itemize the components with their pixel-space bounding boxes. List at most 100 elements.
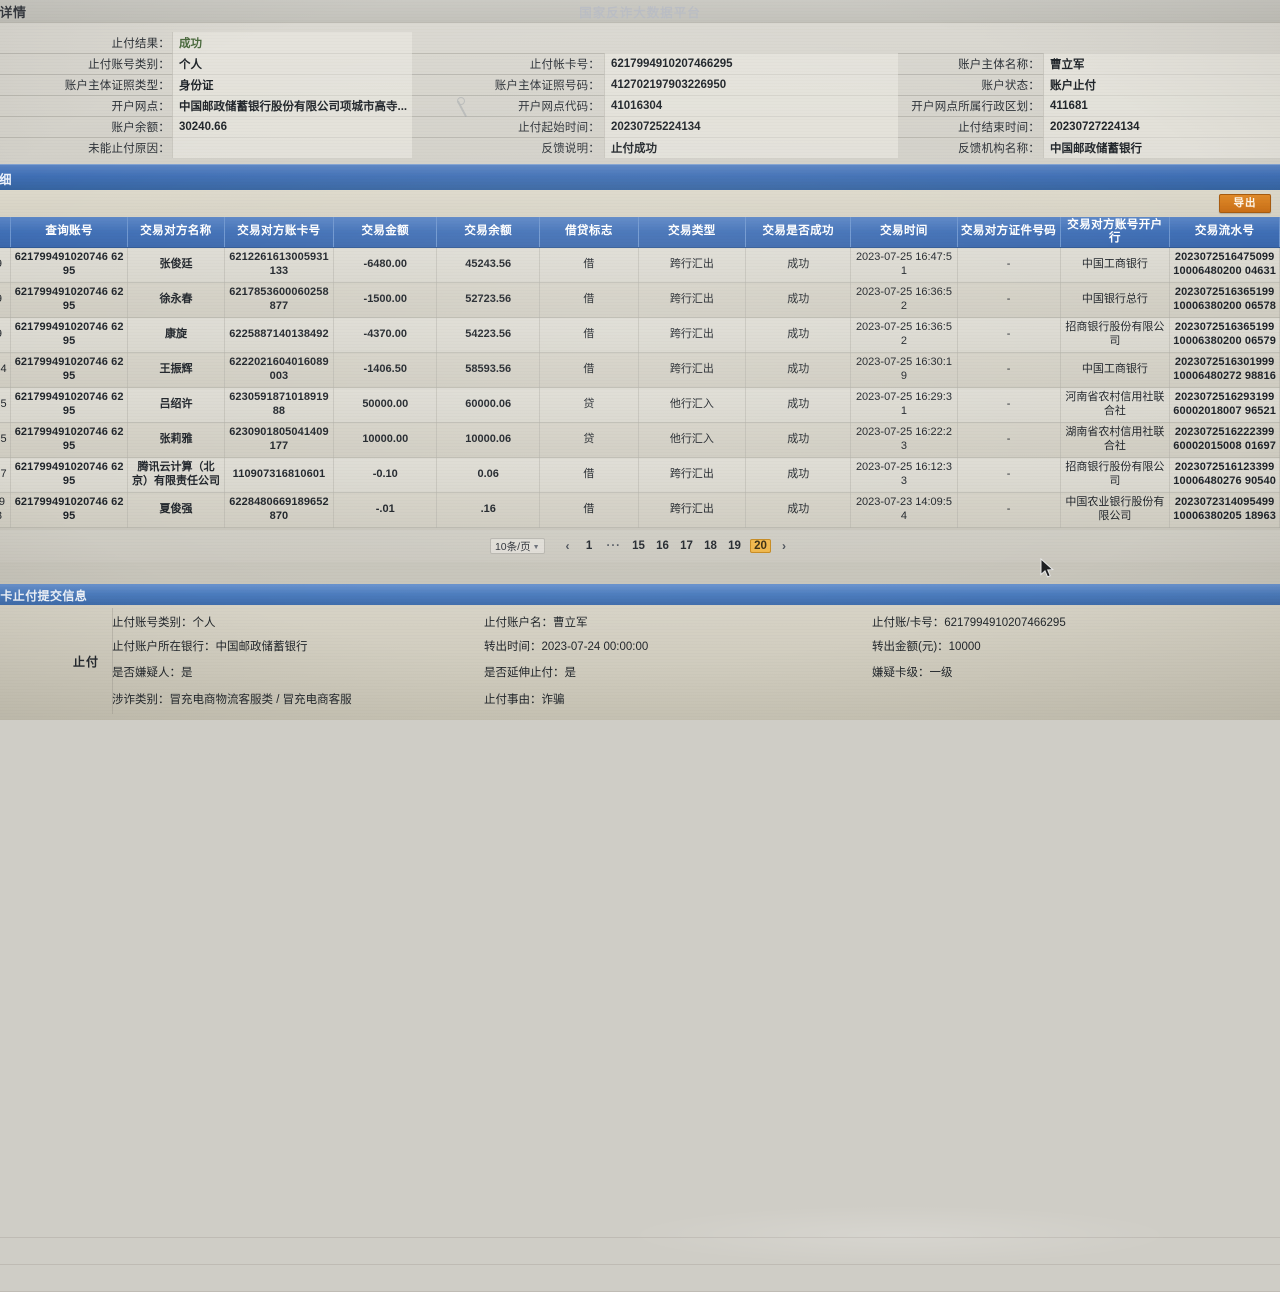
field-label-cert-type: 账户主体证照类型： [64,79,170,92]
col-header-counterparty[interactable]: 交易对方名称 [127,217,225,248]
cell-txn-type: 跨行汇出 [638,352,747,388]
cell-index: 9 5 [0,387,11,423]
cell-dc-flag: 借 [539,282,639,318]
cell-dc-flag: 贷 [539,387,639,423]
cell-serial: 202307251629319960002018007 96521 [1169,387,1280,423]
col-header-success[interactable]: 交易是否成功 [745,217,852,248]
page-1[interactable]: 1 [585,540,593,552]
page-16[interactable]: 16 [656,540,669,552]
field-label-fail-reason: 未能止付原因： [88,142,170,155]
cell-txn-time: 2023-07-25 16:30:19 [850,352,958,388]
table-toolbar: 导出 [0,190,1280,218]
cell-counter-bank: 中国工商银行 [1060,247,1171,283]
col-header-txn-type[interactable]: 交易类型 [638,217,747,248]
page-size-select[interactable]: 10条/页 ▼ [489,538,545,554]
cell-counterparty: 腾讯云计算（北京）有限责任公司 [127,457,225,493]
cell-counterparty: 王振辉 [127,352,225,388]
cell-txn-time: 2023-07-25 16:12:33 [850,457,958,493]
cell-balance: 45243.56 [436,247,541,283]
next-page-button[interactable]: › [782,539,787,553]
card-stop-payment-section-bar: 行卡止付提交信息 [0,584,1280,605]
page-15[interactable]: 15 [632,540,645,552]
cell-query-account: 621799491020746 6295 [10,317,129,353]
stop-payment-group-label: 止付 [72,654,99,669]
prev-page-button[interactable]: ‹ [565,539,570,553]
field-label-account-type: 止付账号类别： [88,58,170,71]
page-19[interactable]: 19 [728,540,741,552]
field-value-branch: 中国邮政储蓄银行股份有限公司项城市高寺... [172,95,412,116]
cell-counter-id: - [957,492,1061,528]
cell-dc-flag: 借 [539,317,639,353]
cell-txn-type: 他行汇入 [638,387,747,423]
cell-balance: 10000.06 [436,422,541,458]
cell-txn-time: 2023-07-25 16:22:23 [850,422,958,458]
col-header-index[interactable] [0,217,11,248]
bottom-c1-fraud-category: 涉诈类别：冒充电商物流客服类 / 冒充电商客服 [112,694,352,706]
cell-serial: 202307251636519910006380200 06579 [1169,317,1280,353]
cell-amount: -.01 [333,492,438,528]
cell-dc-flag: 借 [539,492,639,528]
bottom-c3-amount: 转出金额(元)：10000 [872,641,981,653]
cell-counter-id: - [957,352,1061,388]
page-20-active[interactable]: 20 [750,539,772,553]
cell-success: 成功 [745,492,852,528]
export-button[interactable]: 导出 [1219,194,1271,213]
cell-counter-bank: 河南省农村信用社联合社 [1060,387,1171,423]
page-17[interactable]: 17 [680,540,693,552]
cell-txn-type: 跨行汇出 [638,457,747,493]
cell-counter-id: - [957,457,1061,493]
bottom-c2-transfer-time: 转出时间：2023-07-24 00:00:00 [484,641,649,653]
cell-success: 成功 [745,247,852,283]
cell-counter-bank: 招商银行股份有限公司 [1060,317,1171,353]
field-label-account-status: 账户状态： [981,79,1040,92]
cell-dc-flag: 借 [539,247,639,283]
field-label-end-time: 止付结束时间： [958,121,1040,134]
cell-balance: 60000.06 [436,387,541,423]
bottom-section-title: 行卡止付提交信息 [0,589,88,603]
cell-amount: -4370.00 [333,317,438,353]
cell-serial: 202307251636519910006380200 06578 [1169,282,1280,318]
field-value-fail-reason [172,137,412,158]
field-value-branch-code: 41016304 [604,95,898,116]
col-header-counter-bank[interactable]: 交易对方账号开户行 [1060,217,1171,248]
col-header-dc-flag[interactable]: 借贷标志 [539,217,639,248]
bottom-c2-extended-stop: 是否延伸止付：是 [484,667,576,679]
field-label-branch-code: 开户网点代码： [518,100,600,113]
cell-success: 成功 [745,352,852,388]
cell-counter-id: - [957,422,1061,458]
cell-success: 成功 [745,422,852,458]
cell-counter-card: 6217853600060258877 [224,282,335,318]
cell-balance: 58593.56 [436,352,541,388]
cell-txn-time: 2023-07-25 16:36:52 [850,317,958,353]
stop-payment-detail-panel: 止付结果： 成功 止付账号类别： 个人 止付帐卡号： 6217994910207… [0,22,1280,165]
field-label-result: 止付结果： [111,37,170,50]
cell-txn-time: 2023-07-25 16:36:52 [850,282,958,318]
cell-txn-type: 跨行汇出 [638,247,747,283]
col-header-txn-time[interactable]: 交易时间 [850,217,958,248]
cell-balance: .16 [436,492,541,528]
cell-serial: 202307251622239960002015008 01697 [1169,422,1280,458]
col-header-counter-id[interactable]: 交易对方证件号码 [957,217,1061,248]
page-18[interactable]: 18 [704,540,717,552]
cell-index: 9 4 [0,352,11,388]
field-label-branch: 开户网点： [111,100,170,113]
cell-balance: 0.06 [436,457,541,493]
field-label-cert-no: 账户主体证照号码： [494,79,600,92]
col-header-amount[interactable]: 交易金额 [333,217,438,248]
col-header-serial[interactable]: 交易流水号 [1169,217,1280,248]
col-header-counter-card[interactable]: 交易对方账卡号 [224,217,335,248]
cell-index: 9 [0,317,11,353]
field-value-start-time: 20230725224134 [604,116,898,137]
cell-counterparty: 康旋 [127,317,225,353]
col-header-balance[interactable]: 交易余额 [436,217,541,248]
col-header-query-account[interactable]: 查询账号 [10,217,129,248]
cell-txn-type: 他行汇入 [638,422,747,458]
